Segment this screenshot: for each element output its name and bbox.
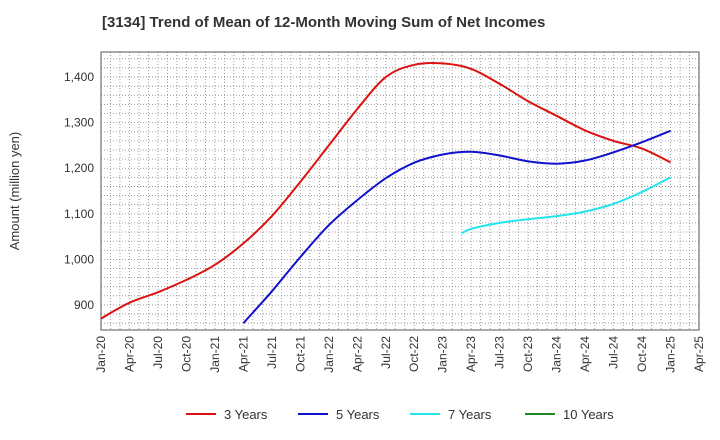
legend: 3 Years 5 Years 7 Years 10 Years xyxy=(186,407,614,422)
y-tick-label: 1,000 xyxy=(64,252,94,266)
x-tick-label: Jan-23 xyxy=(436,336,450,373)
x-tick-label: Jan-22 xyxy=(322,336,336,373)
x-tick-label: Apr-22 xyxy=(350,336,364,372)
x-tick-label: Jan-24 xyxy=(550,336,564,373)
plot-frame xyxy=(100,51,700,331)
x-tick-labels: Jan-20 Apr-20 Jul-20 Oct-20 Jan-21 Apr-21 Jul-… xyxy=(94,336,706,373)
series-line-5-years xyxy=(242,129,671,324)
x-tick-label: Jan-25 xyxy=(664,336,678,373)
legend-label: 7 Years xyxy=(448,407,492,422)
x-tick-label: Jan-20 xyxy=(94,336,108,373)
legend-item-10-years: 10 Years xyxy=(525,407,614,422)
legend-label: 3 Years xyxy=(224,407,268,422)
series-lines xyxy=(100,61,671,324)
x-tick-label: Oct-23 xyxy=(521,336,535,372)
y-tick-label: 1,200 xyxy=(64,161,94,175)
x-tick-label: Apr-25 xyxy=(692,336,706,372)
x-tick-label: Oct-24 xyxy=(635,336,649,372)
x-tick-label: Jan-21 xyxy=(208,336,222,373)
y-tick-label: 1,300 xyxy=(64,116,94,130)
legend-item-3-years: 3 Years xyxy=(186,407,268,422)
x-tick-label: Apr-20 xyxy=(122,336,136,372)
x-tick-label: Apr-21 xyxy=(236,336,250,372)
x-tick-label: Jul-22 xyxy=(379,336,393,369)
x-tick-label: Jul-20 xyxy=(151,336,165,369)
series-line-3-years xyxy=(100,61,671,320)
x-tick-label: Oct-21 xyxy=(293,336,307,372)
x-tick-label: Apr-23 xyxy=(464,336,478,372)
x-tick-label: Oct-20 xyxy=(179,336,193,372)
x-tick-label: Jul-23 xyxy=(493,336,507,369)
legend-item-7-years: 7 Years xyxy=(410,407,492,422)
legend-item-5-years: 5 Years xyxy=(298,407,380,422)
grid-lines xyxy=(100,52,700,330)
chart-title: [3134] Trend of Mean of 12-Month Moving … xyxy=(102,14,546,31)
x-tick-label: Oct-22 xyxy=(407,336,421,372)
legend-label: 5 Years xyxy=(336,407,380,422)
x-tick-label: Jul-21 xyxy=(265,336,279,369)
y-tick-label: 1,400 xyxy=(64,70,94,84)
series-line-7-years xyxy=(461,176,671,235)
y-tick-labels: 900 1,000 1,100 1,200 1,300 1,400 xyxy=(64,70,94,312)
y-axis-label: Amount (million yen) xyxy=(7,132,22,251)
x-tick-label: Apr-24 xyxy=(578,336,592,372)
legend-label: 10 Years xyxy=(563,407,614,422)
y-tick-label: 1,100 xyxy=(64,207,94,221)
x-tick-label: Jul-24 xyxy=(607,336,621,369)
y-tick-label: 900 xyxy=(74,298,94,312)
